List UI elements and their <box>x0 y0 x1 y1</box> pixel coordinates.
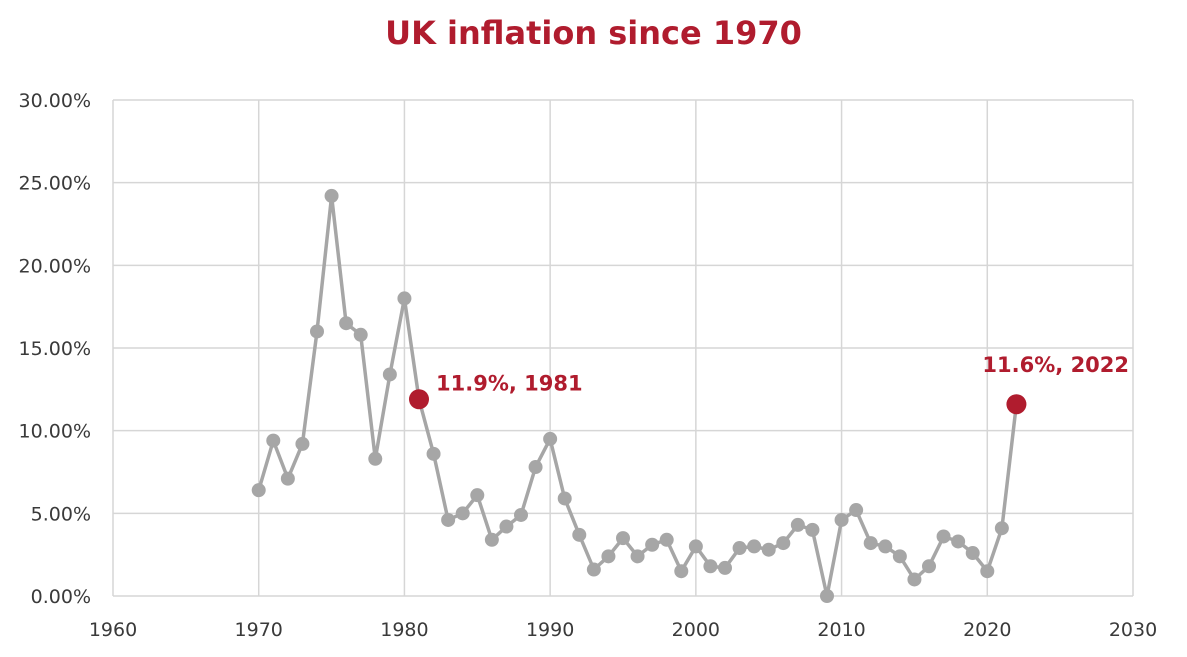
data-point <box>455 506 470 521</box>
data-point <box>630 549 645 564</box>
data-point <box>805 522 820 537</box>
data-point <box>441 512 456 527</box>
y-tick-label: 15.00% <box>19 338 91 360</box>
highlight-point <box>1006 394 1027 415</box>
data-point <box>994 521 1009 536</box>
data-point <box>382 367 397 382</box>
x-tick-label: 1990 <box>526 619 574 641</box>
annotations: 11.9%, 1981 11.6%, 2022 <box>409 353 1129 415</box>
data-point <box>703 559 718 574</box>
highlight-point <box>409 389 429 410</box>
x-axis-tick-labels: 1960 1970 1980 1990 2000 2010 2020 2030 <box>89 619 1157 641</box>
data-point <box>572 527 587 542</box>
data-point <box>368 451 383 466</box>
data-point <box>426 446 441 461</box>
data-point <box>951 534 966 549</box>
y-tick-label: 5.00% <box>31 503 91 525</box>
y-tick-label: 10.00% <box>19 421 91 443</box>
data-point <box>353 327 368 342</box>
y-tick-label: 0.00% <box>31 586 91 608</box>
data-point <box>251 483 266 498</box>
data-point <box>761 542 776 557</box>
data-point <box>790 517 805 532</box>
data-point <box>980 564 995 579</box>
chart-title: UK inflation since 1970 <box>385 14 802 52</box>
data-point <box>616 531 630 546</box>
data-point <box>936 529 951 544</box>
data-point <box>339 316 354 331</box>
data-point <box>834 512 849 527</box>
x-tick-label: 2030 <box>1109 619 1157 641</box>
data-point <box>965 546 980 561</box>
x-tick-label: 1980 <box>380 619 428 641</box>
data-point <box>718 560 732 575</box>
data-point <box>295 436 310 451</box>
data-point <box>776 536 791 551</box>
inflation-series <box>251 188 1019 603</box>
data-point <box>878 539 893 554</box>
data-point <box>266 433 281 448</box>
x-tick-label: 1960 <box>89 619 137 641</box>
data-point <box>688 539 703 554</box>
data-point <box>499 519 514 534</box>
gridlines <box>112 99 1134 597</box>
data-point <box>645 537 660 552</box>
data-point <box>397 291 412 306</box>
data-point <box>310 324 324 339</box>
data-point <box>674 564 689 579</box>
y-tick-label: 25.00% <box>19 173 91 195</box>
data-point <box>907 572 922 587</box>
data-point <box>747 539 762 554</box>
data-point <box>324 188 339 203</box>
data-point <box>543 431 558 446</box>
data-point <box>732 541 747 556</box>
x-tick-label: 1970 <box>235 619 283 641</box>
data-point <box>280 471 295 486</box>
y-tick-label: 20.00% <box>19 255 91 277</box>
x-tick-label: 2000 <box>672 619 720 641</box>
data-point <box>484 532 499 547</box>
data-point <box>820 589 834 603</box>
data-point <box>557 491 572 506</box>
data-point <box>514 507 528 522</box>
data-point <box>601 549 616 564</box>
annotation-label: 11.6%, 2022 <box>982 353 1129 377</box>
x-tick-label: 2010 <box>817 619 865 641</box>
data-point <box>863 536 878 551</box>
x-tick-label: 2020 <box>963 619 1011 641</box>
data-point <box>659 532 674 547</box>
y-tick-label: 30.00% <box>19 90 91 112</box>
data-point <box>470 488 485 503</box>
data-point <box>586 562 601 577</box>
data-point <box>922 559 936 574</box>
data-point <box>528 460 543 475</box>
data-point <box>849 503 864 518</box>
data-point <box>892 549 907 564</box>
annotation-label: 11.9%, 1981 <box>436 371 583 395</box>
series-line <box>257 194 1019 598</box>
y-axis-tick-labels: 0.00% 5.00% 10.00% 15.00% 20.00% 25.00% 30.00% <box>19 90 91 608</box>
